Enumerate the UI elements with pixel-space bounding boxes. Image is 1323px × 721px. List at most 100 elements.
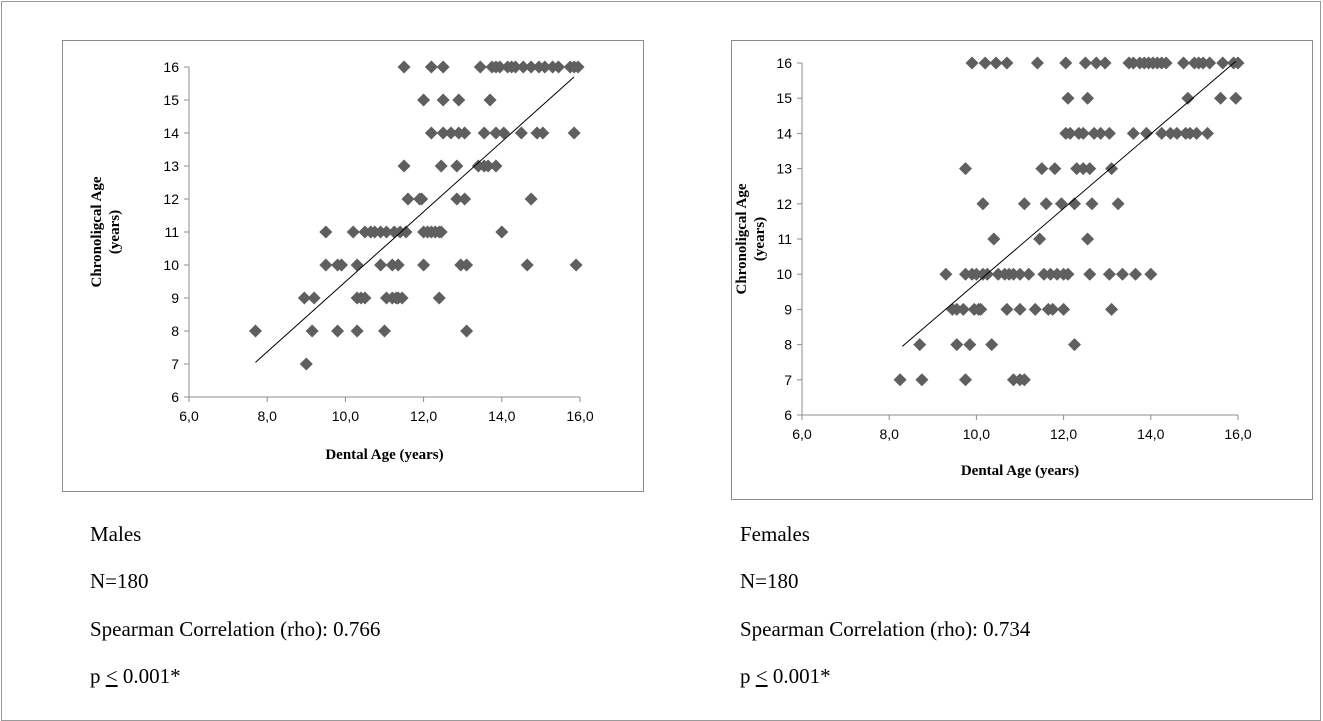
data-point bbox=[514, 126, 528, 140]
females-p-prefix: p bbox=[740, 664, 756, 688]
data-point bbox=[1050, 267, 1064, 281]
males-p-prefix: p bbox=[90, 664, 106, 688]
data-point bbox=[460, 258, 474, 272]
y-axis-title-line: Chronoligcal Age bbox=[89, 176, 105, 287]
females-p-value-label: p < 0.001* bbox=[740, 664, 831, 688]
data-point bbox=[987, 232, 1001, 246]
data-point bbox=[1170, 126, 1184, 140]
data-point bbox=[299, 357, 313, 371]
x-tick-label: 16,0 bbox=[1224, 426, 1251, 442]
data-point bbox=[1216, 56, 1230, 70]
data-point bbox=[1057, 302, 1071, 316]
data-point bbox=[1214, 91, 1228, 105]
females-chart-box: 6 7 8 9 10 11 12 13 14 15 16 6,0 8,0 10,0 12,0 14,0 16,0… bbox=[731, 40, 1313, 500]
data-point bbox=[1046, 302, 1060, 316]
data-point bbox=[334, 258, 348, 272]
data-point bbox=[1196, 56, 1210, 70]
data-point bbox=[319, 225, 333, 239]
data-point bbox=[959, 373, 972, 387]
data-point bbox=[1177, 56, 1190, 70]
data-point bbox=[1094, 126, 1108, 140]
x-tick-label: 8,0 bbox=[879, 426, 899, 442]
data-point bbox=[378, 324, 391, 338]
data-point bbox=[450, 159, 464, 173]
data-point bbox=[1068, 338, 1081, 352]
data-point bbox=[1030, 56, 1044, 70]
x-tick-label: 14,0 bbox=[1137, 426, 1164, 442]
y-tick-label: 10 bbox=[776, 266, 792, 282]
y-tick-label: 16 bbox=[163, 59, 179, 75]
data-point bbox=[434, 159, 448, 173]
data-point bbox=[536, 126, 550, 140]
data-point bbox=[1129, 267, 1143, 281]
data-point bbox=[1013, 302, 1027, 316]
y-axis-title-line: (years) bbox=[107, 210, 123, 254]
x-tick-label: 16,0 bbox=[566, 408, 593, 424]
data-point bbox=[1163, 126, 1177, 140]
data-point bbox=[424, 126, 438, 140]
data-point bbox=[436, 126, 450, 140]
data-point bbox=[893, 373, 907, 387]
y-tick-label: 12 bbox=[776, 196, 792, 212]
x-tick-label: 10,0 bbox=[332, 408, 359, 424]
females-p-sign: < bbox=[755, 664, 768, 688]
data-point bbox=[477, 126, 491, 140]
data-point bbox=[508, 60, 522, 74]
females-group-label: Females bbox=[740, 522, 810, 546]
data-point bbox=[1081, 91, 1095, 105]
data-point bbox=[417, 258, 431, 272]
data-point bbox=[1159, 56, 1173, 70]
data-point bbox=[963, 338, 977, 352]
data-point bbox=[1035, 162, 1049, 176]
data-point bbox=[959, 162, 972, 176]
data-point bbox=[571, 60, 585, 74]
data-point bbox=[991, 267, 1005, 281]
data-point bbox=[1000, 302, 1014, 316]
y-tick-label: 7 bbox=[171, 356, 179, 372]
y-tick-label: 6 bbox=[171, 389, 179, 405]
data-point bbox=[1231, 56, 1245, 70]
data-point bbox=[1126, 56, 1140, 70]
y-axis-title-line: Chronoligcal Age bbox=[734, 183, 750, 294]
x-tick-label: 6,0 bbox=[179, 408, 199, 424]
data-point bbox=[1083, 267, 1097, 281]
x-tick-label: 8,0 bbox=[257, 408, 277, 424]
data-point bbox=[1061, 267, 1075, 281]
y-tick-label: 14 bbox=[776, 125, 792, 141]
y-tick-label: 13 bbox=[163, 158, 179, 174]
data-point bbox=[969, 267, 983, 281]
data-point bbox=[1070, 162, 1084, 176]
data-point bbox=[567, 126, 581, 140]
data-point bbox=[415, 192, 429, 206]
data-point bbox=[473, 60, 487, 74]
females-p-value: 0.001* bbox=[767, 664, 831, 688]
data-point bbox=[965, 56, 979, 70]
data-point bbox=[436, 93, 450, 107]
females-n-label: N=180 bbox=[740, 569, 799, 593]
data-point bbox=[350, 258, 364, 272]
males-group-label: Males bbox=[90, 522, 142, 546]
data-point bbox=[248, 324, 262, 338]
data-point bbox=[1006, 267, 1020, 281]
data-point bbox=[458, 192, 472, 206]
data-point bbox=[401, 192, 415, 206]
x-tick-label: 12,0 bbox=[410, 408, 437, 424]
data-point bbox=[1085, 197, 1099, 211]
data-point bbox=[1048, 162, 1062, 176]
data-point bbox=[399, 225, 413, 239]
data-point bbox=[516, 60, 530, 74]
data-point bbox=[1115, 267, 1129, 281]
data-point bbox=[1126, 126, 1140, 140]
data-point bbox=[434, 225, 448, 239]
y-tick-label: 9 bbox=[784, 301, 792, 317]
data-point bbox=[1061, 91, 1075, 105]
males-chart-box: 6 7 8 9 10 11 12 13 14 15 16 6,0 8,0 10,0 12,0 14,0 16,0… bbox=[62, 40, 644, 492]
data-point bbox=[1013, 267, 1027, 281]
data-point bbox=[1190, 126, 1204, 140]
data-point bbox=[1044, 267, 1058, 281]
x-tick-label: 12,0 bbox=[1050, 426, 1077, 442]
data-point bbox=[1033, 232, 1047, 246]
y-tick-label: 8 bbox=[784, 337, 792, 353]
males-n-label: N=180 bbox=[90, 569, 149, 593]
females-scatter-chart: 6 7 8 9 10 11 12 13 14 15 16 6,0 8,0 10,0 12,0 14,0 16,0… bbox=[734, 55, 1252, 479]
